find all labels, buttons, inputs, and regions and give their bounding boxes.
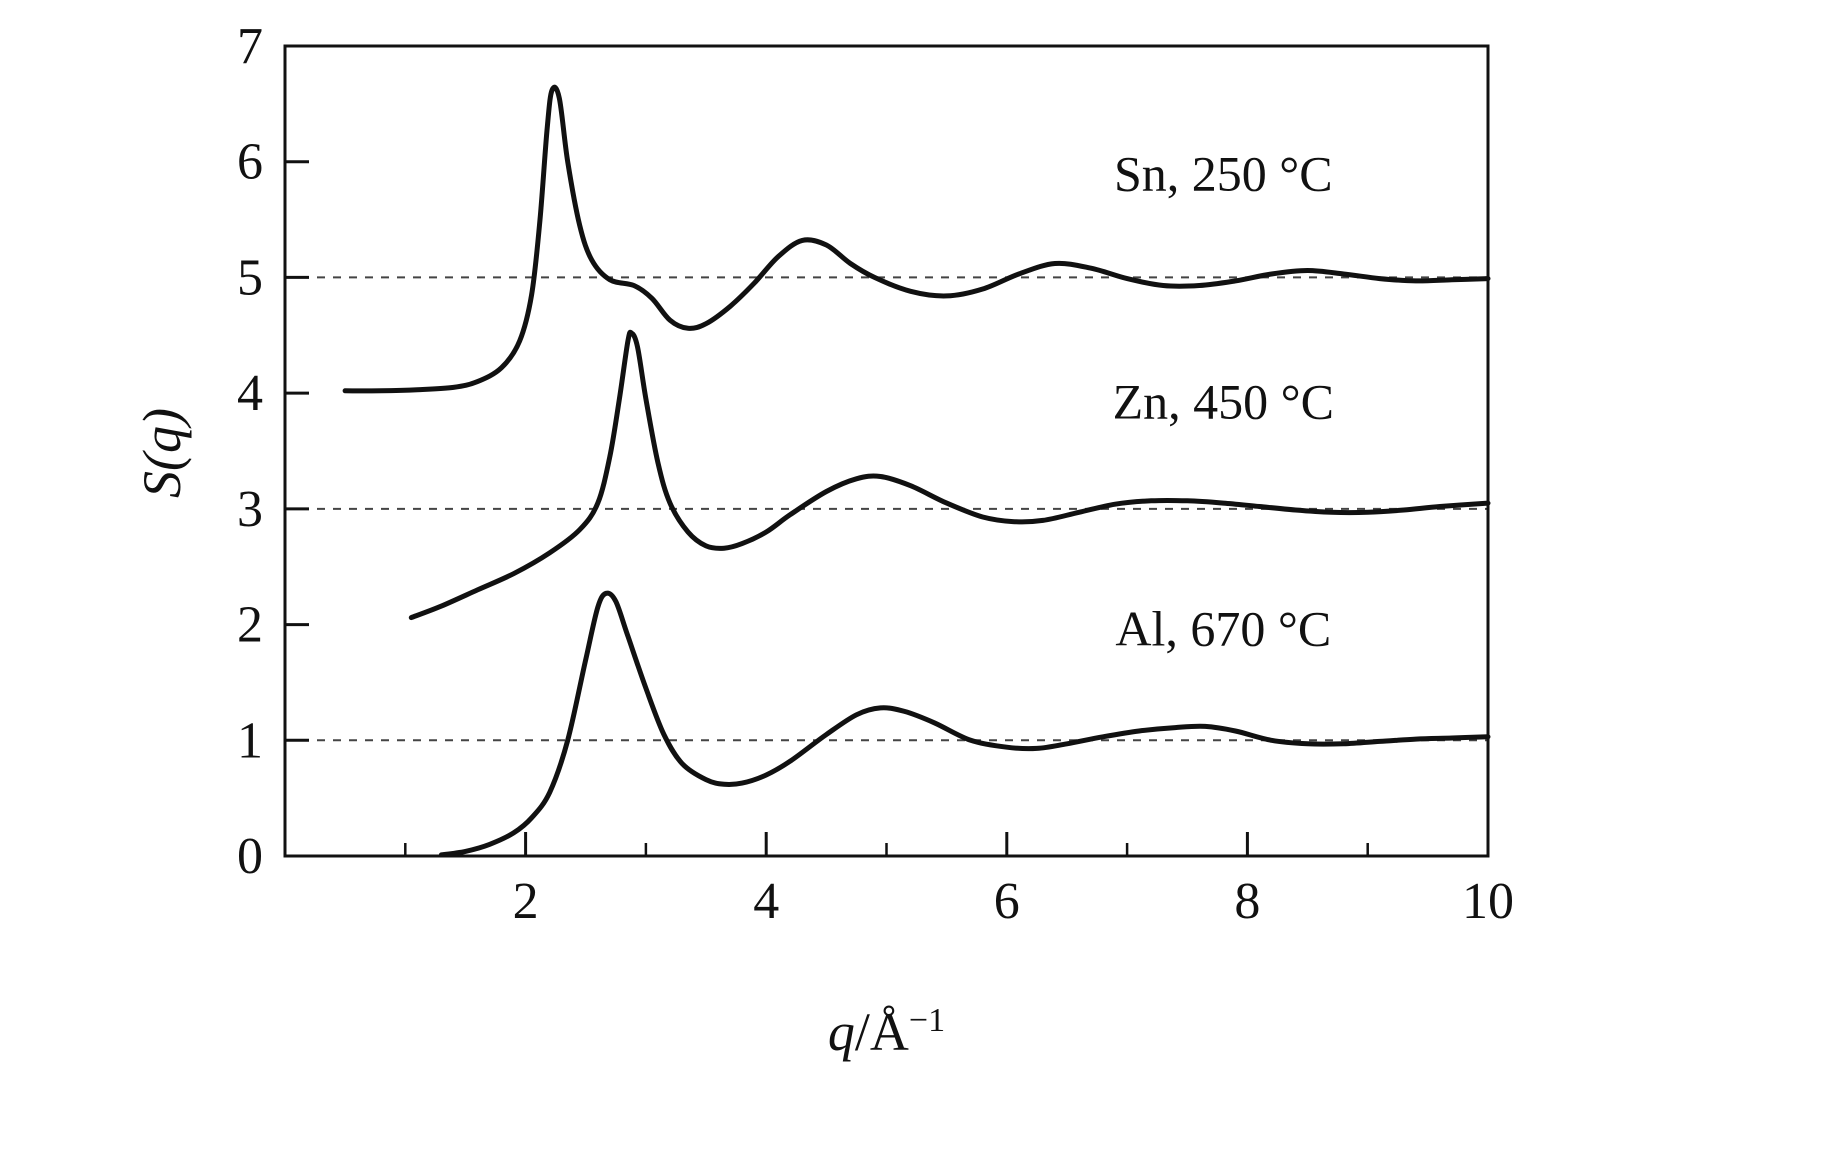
chart-canvas: 2 4 6 8 10 0 1 2 3 4 5 6 7 Sn, 250 °C Zn, 450 °C Al, 67… xyxy=(237,18,1514,930)
x-tick-label: 2 xyxy=(513,873,539,930)
series-annotation: Zn, 450 °C xyxy=(1113,374,1334,430)
series-curve-Al xyxy=(438,590,1491,858)
series-curve-Sn xyxy=(342,84,1491,394)
y-tick-label: 5 xyxy=(237,249,263,306)
x-axis-symbol: q xyxy=(827,1002,855,1062)
y-tick-label: 4 xyxy=(237,365,263,422)
series-curve-Zn xyxy=(408,329,1491,621)
y-tick-label: 6 xyxy=(237,134,263,191)
structure-factor-chart: 2 4 6 8 10 0 1 2 3 4 5 6 7 Sn, 250 °C Zn, 450 °C Al, 67… xyxy=(40,16,1843,1137)
y-axis-label-text: S(q) xyxy=(132,408,192,498)
x-axis-superscript: −1 xyxy=(908,1002,946,1039)
x-tick-label: 8 xyxy=(1234,873,1260,930)
x-axis-label: q/Å−1 xyxy=(285,1001,1488,1063)
series-annotation: Sn, 250 °C xyxy=(1114,146,1333,202)
y-tick-label: 2 xyxy=(237,597,263,654)
y-tick-label: 3 xyxy=(237,481,263,538)
x-axis-unit: /Å xyxy=(854,1002,909,1062)
x-tick-label: 10 xyxy=(1462,873,1514,930)
x-tick-label: 6 xyxy=(994,873,1020,930)
y-tick-label: 1 xyxy=(237,712,263,769)
y-tick-label: 7 xyxy=(237,18,263,75)
y-axis-label: S(q) xyxy=(131,408,193,498)
x-tick-label: 4 xyxy=(753,873,779,930)
y-tick-label: 0 xyxy=(237,828,263,885)
series-annotation: Al, 670 °C xyxy=(1115,600,1331,656)
